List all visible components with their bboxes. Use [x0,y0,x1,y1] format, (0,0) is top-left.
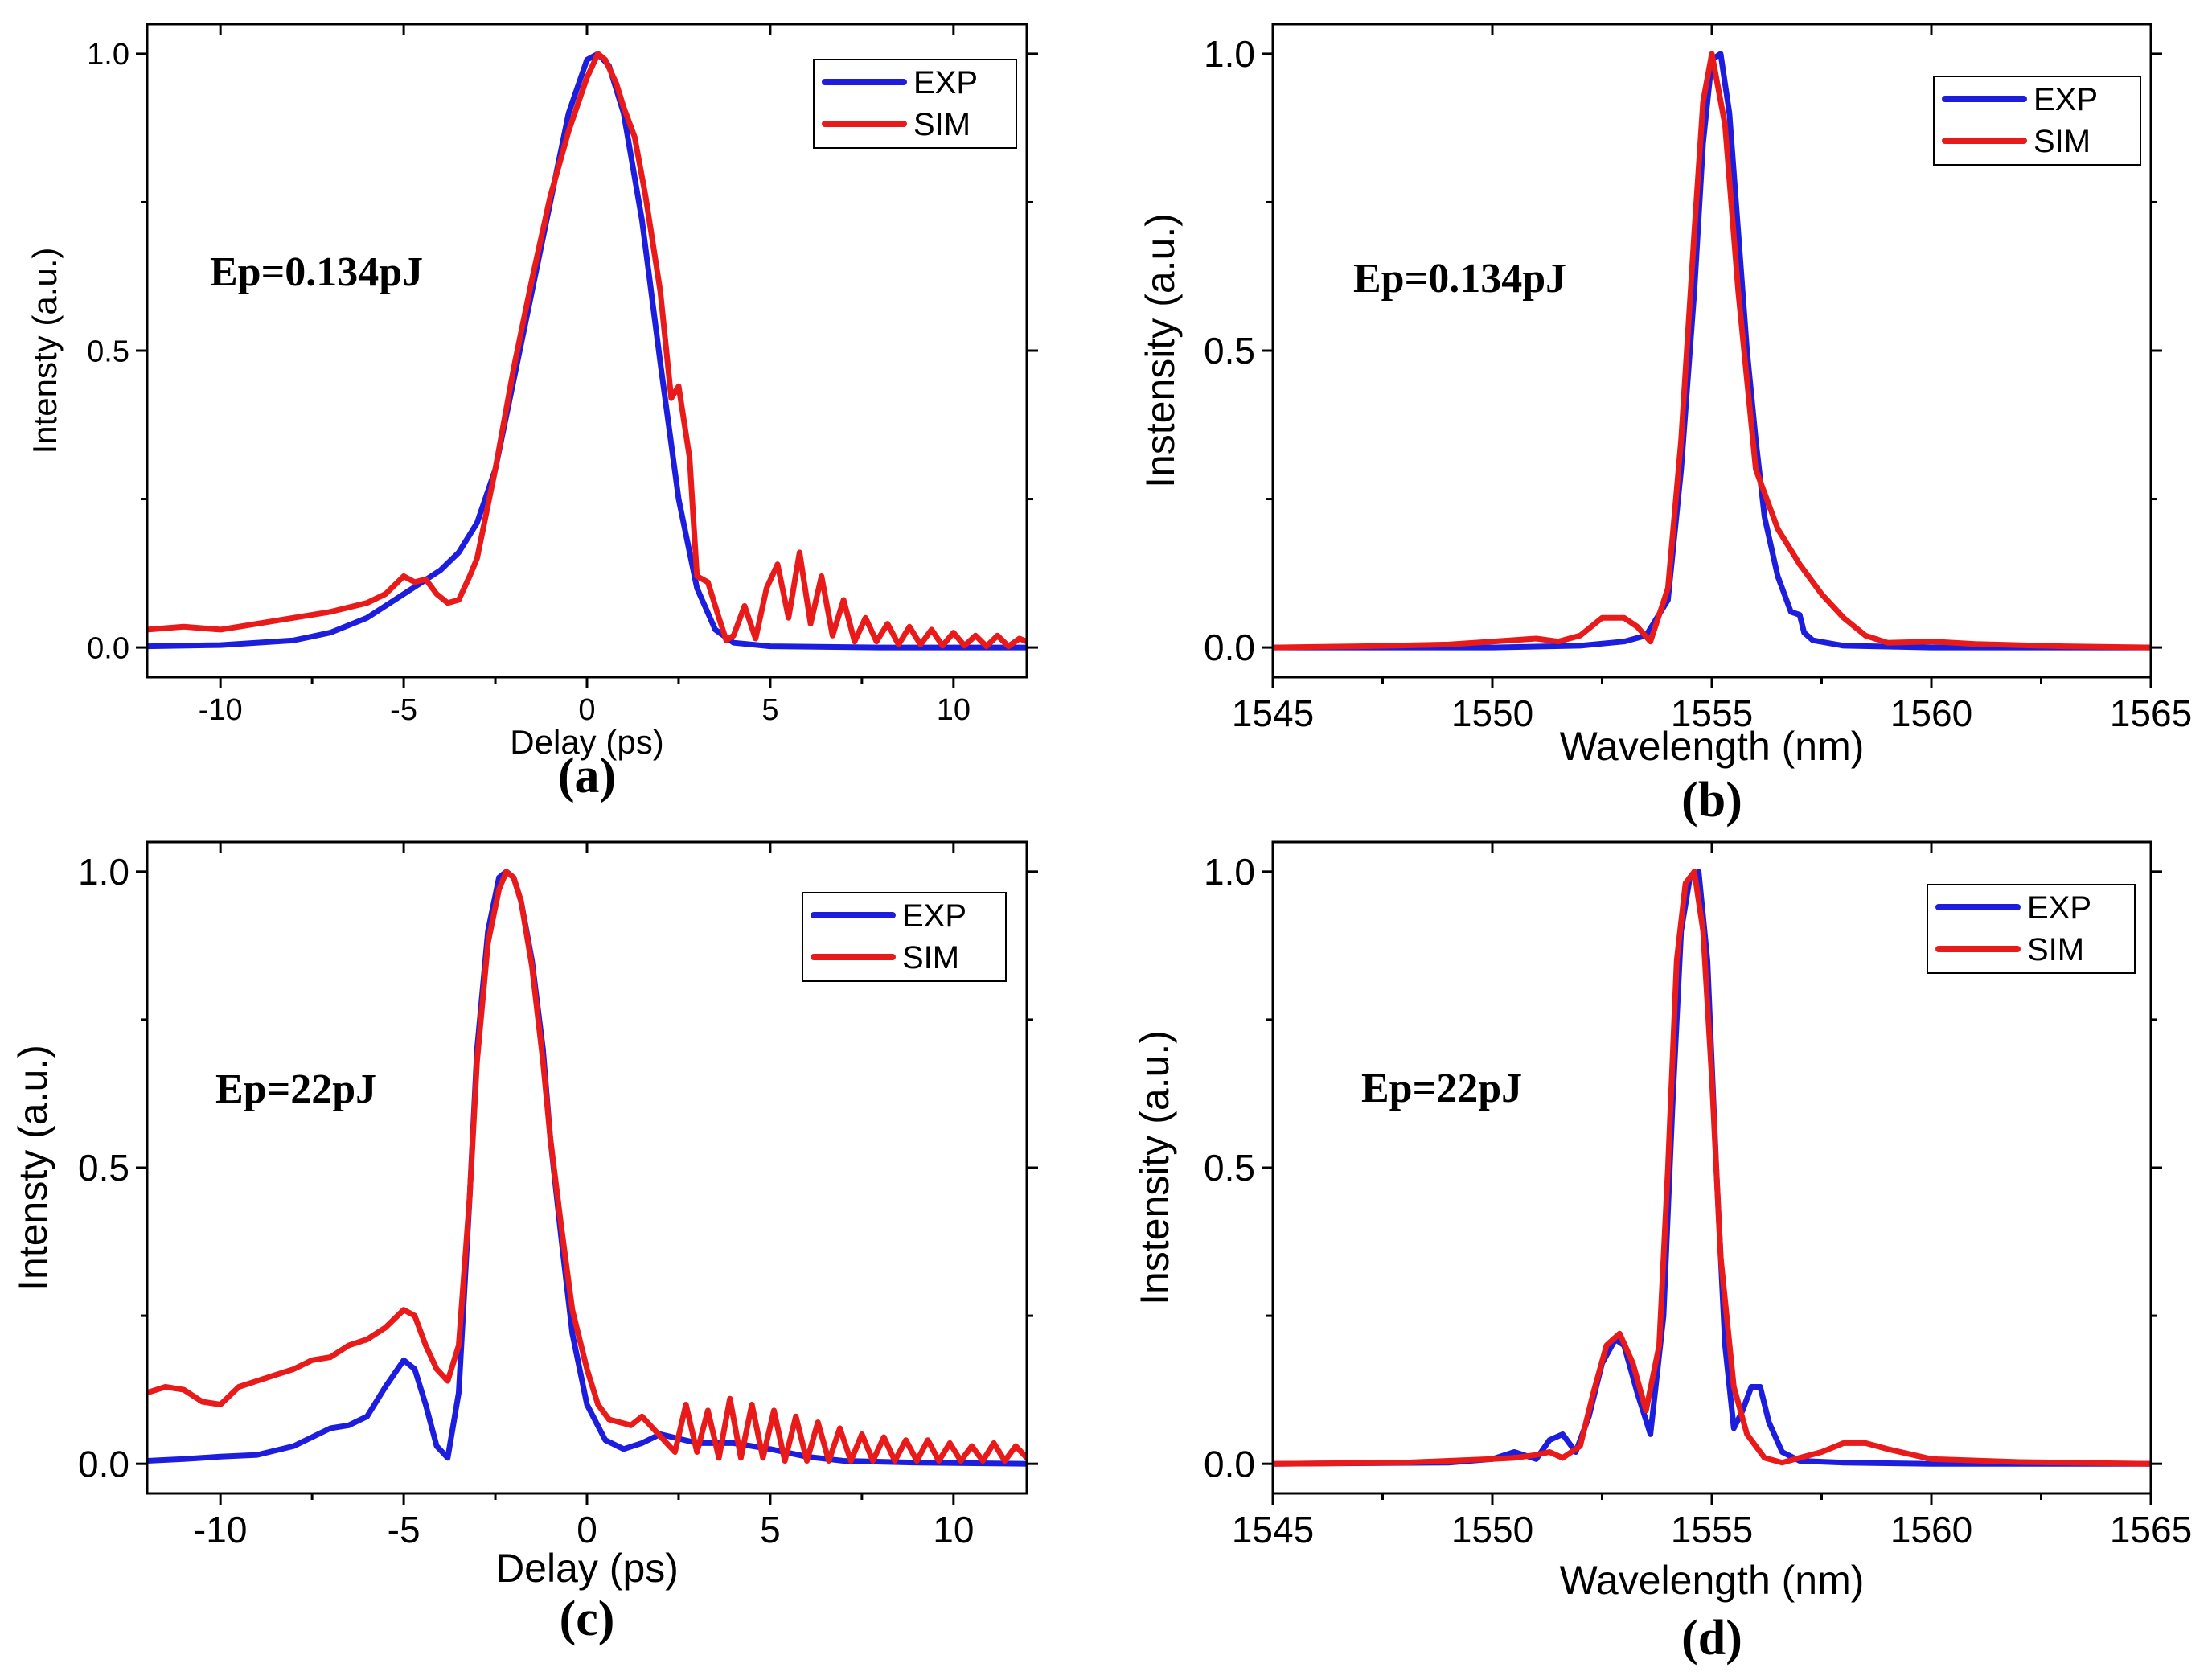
y-tick-label: 0.0 [1204,626,1255,668]
chart-panel-c: -10 -5 0 5 10 0.0 0.5 1.0 Delay (ps) Intensty (a.… [10,840,1038,1646]
legend: EXP SIM [813,59,1017,149]
x-tick-label: 10 [937,693,971,727]
y-tick-label: 0.0 [78,1443,129,1485]
x-tick-label: -10 [199,693,243,727]
legend: EXP SIM [1927,884,2136,974]
y-tick-label: 1.0 [1204,851,1255,893]
x-tick-label: 10 [933,1509,974,1551]
x-tick-label: 5 [760,1509,781,1551]
series-line-sim [147,869,1027,1464]
legend-box [1933,76,2141,166]
legend-label-sim: SIM [2027,932,2084,967]
energy-annotation: Ep=22pJ [1361,1066,1522,1111]
x-axis-label: Delay (ps) [495,1546,679,1591]
y-tick-label: 0.5 [87,335,129,368]
energy-annotation: Ep=0.134pJ [1353,256,1566,302]
x-tick-label: 0 [577,1509,597,1551]
x-tick-label: 5 [761,693,778,727]
legend-label-exp: EXP [902,898,966,934]
x-tick-label: 1555 [1671,1509,1753,1551]
x-tick-label: 0 [578,693,595,727]
panel-label: (b) [1681,773,1742,828]
legend-label-sim: SIM [2033,124,2091,159]
series-line-sim [1273,51,2151,651]
panel-label: (c) [560,1592,615,1646]
y-tick-label: 0.5 [1204,1147,1255,1189]
y-tick-label: 0.5 [1204,330,1255,372]
x-tick-label: -5 [390,693,417,727]
x-tick-label: 1560 [1890,692,1972,734]
y-axis-label: Intensty (a.u.) [10,1045,55,1291]
y-tick-label: 0.0 [87,631,129,665]
legend-box [1927,884,2136,974]
series-line-sim [1273,869,2151,1467]
x-tick-label: 1545 [1232,1509,1314,1551]
y-tick-label: 1.0 [78,851,129,893]
energy-annotation: Ep=22pJ [215,1066,376,1112]
x-tick-label: 1565 [2110,692,2192,734]
x-tick-label: 1565 [2110,1509,2192,1551]
legend-label-sim: SIM [902,940,959,976]
y-axis-label: Intensty (a.u.) [26,248,64,454]
x-axis-label: Delay (ps) [510,723,663,761]
x-tick-label: 1555 [1671,692,1753,734]
y-tick-label: 0.0 [1204,1443,1255,1485]
y-tick-label: 1.0 [87,38,129,72]
legend-label-exp: EXP [2027,890,2091,926]
x-tick-label: 1550 [1451,692,1533,734]
legend-label-sim: SIM [913,107,971,142]
legend: EXP SIM [802,892,1007,982]
x-axis-label: Wavelength (nm) [1560,724,1865,769]
legend-label-exp: EXP [913,65,978,101]
legend-label-exp: EXP [2033,82,2098,117]
x-tick-label: 1545 [1232,692,1314,734]
chart-panel-b: 1545 1550 1555 1560 1565 0.0 0.5 1.0 Wavelength … [1138,23,2192,828]
x-axis-label: Wavelength (nm) [1560,1558,1865,1603]
energy-annotation: Ep=0.134pJ [210,249,423,295]
y-axis-label: Instensity (a.u.) [1138,213,1183,488]
legend-box [802,892,1007,982]
y-tick-label: 1.0 [1204,33,1255,75]
y-axis-label: Instensity (a.u.) [1132,1030,1177,1305]
x-tick-label: -10 [194,1509,247,1551]
x-tick-label: 1550 [1451,1509,1533,1551]
legend: EXP SIM [1933,76,2141,166]
x-tick-label: 1560 [1890,1509,1972,1551]
y-tick-label: 0.5 [78,1147,129,1189]
panel-label: (a) [558,749,616,803]
panel-label: (d) [1681,1611,1742,1666]
chart-panel-d: 1545 1550 1555 1560 1565 0.0 0.5 1.0 Wavelength … [1132,840,2192,1666]
x-tick-label: -5 [388,1509,421,1551]
legend-box [813,59,1017,149]
series-line-exp [147,51,1027,651]
chart-panel-a: -10 -5 0 5 10 0.0 0.5 1.0 Delay (ps) Intensty (a.… [26,23,1038,803]
series-line-sim [147,51,1027,650]
